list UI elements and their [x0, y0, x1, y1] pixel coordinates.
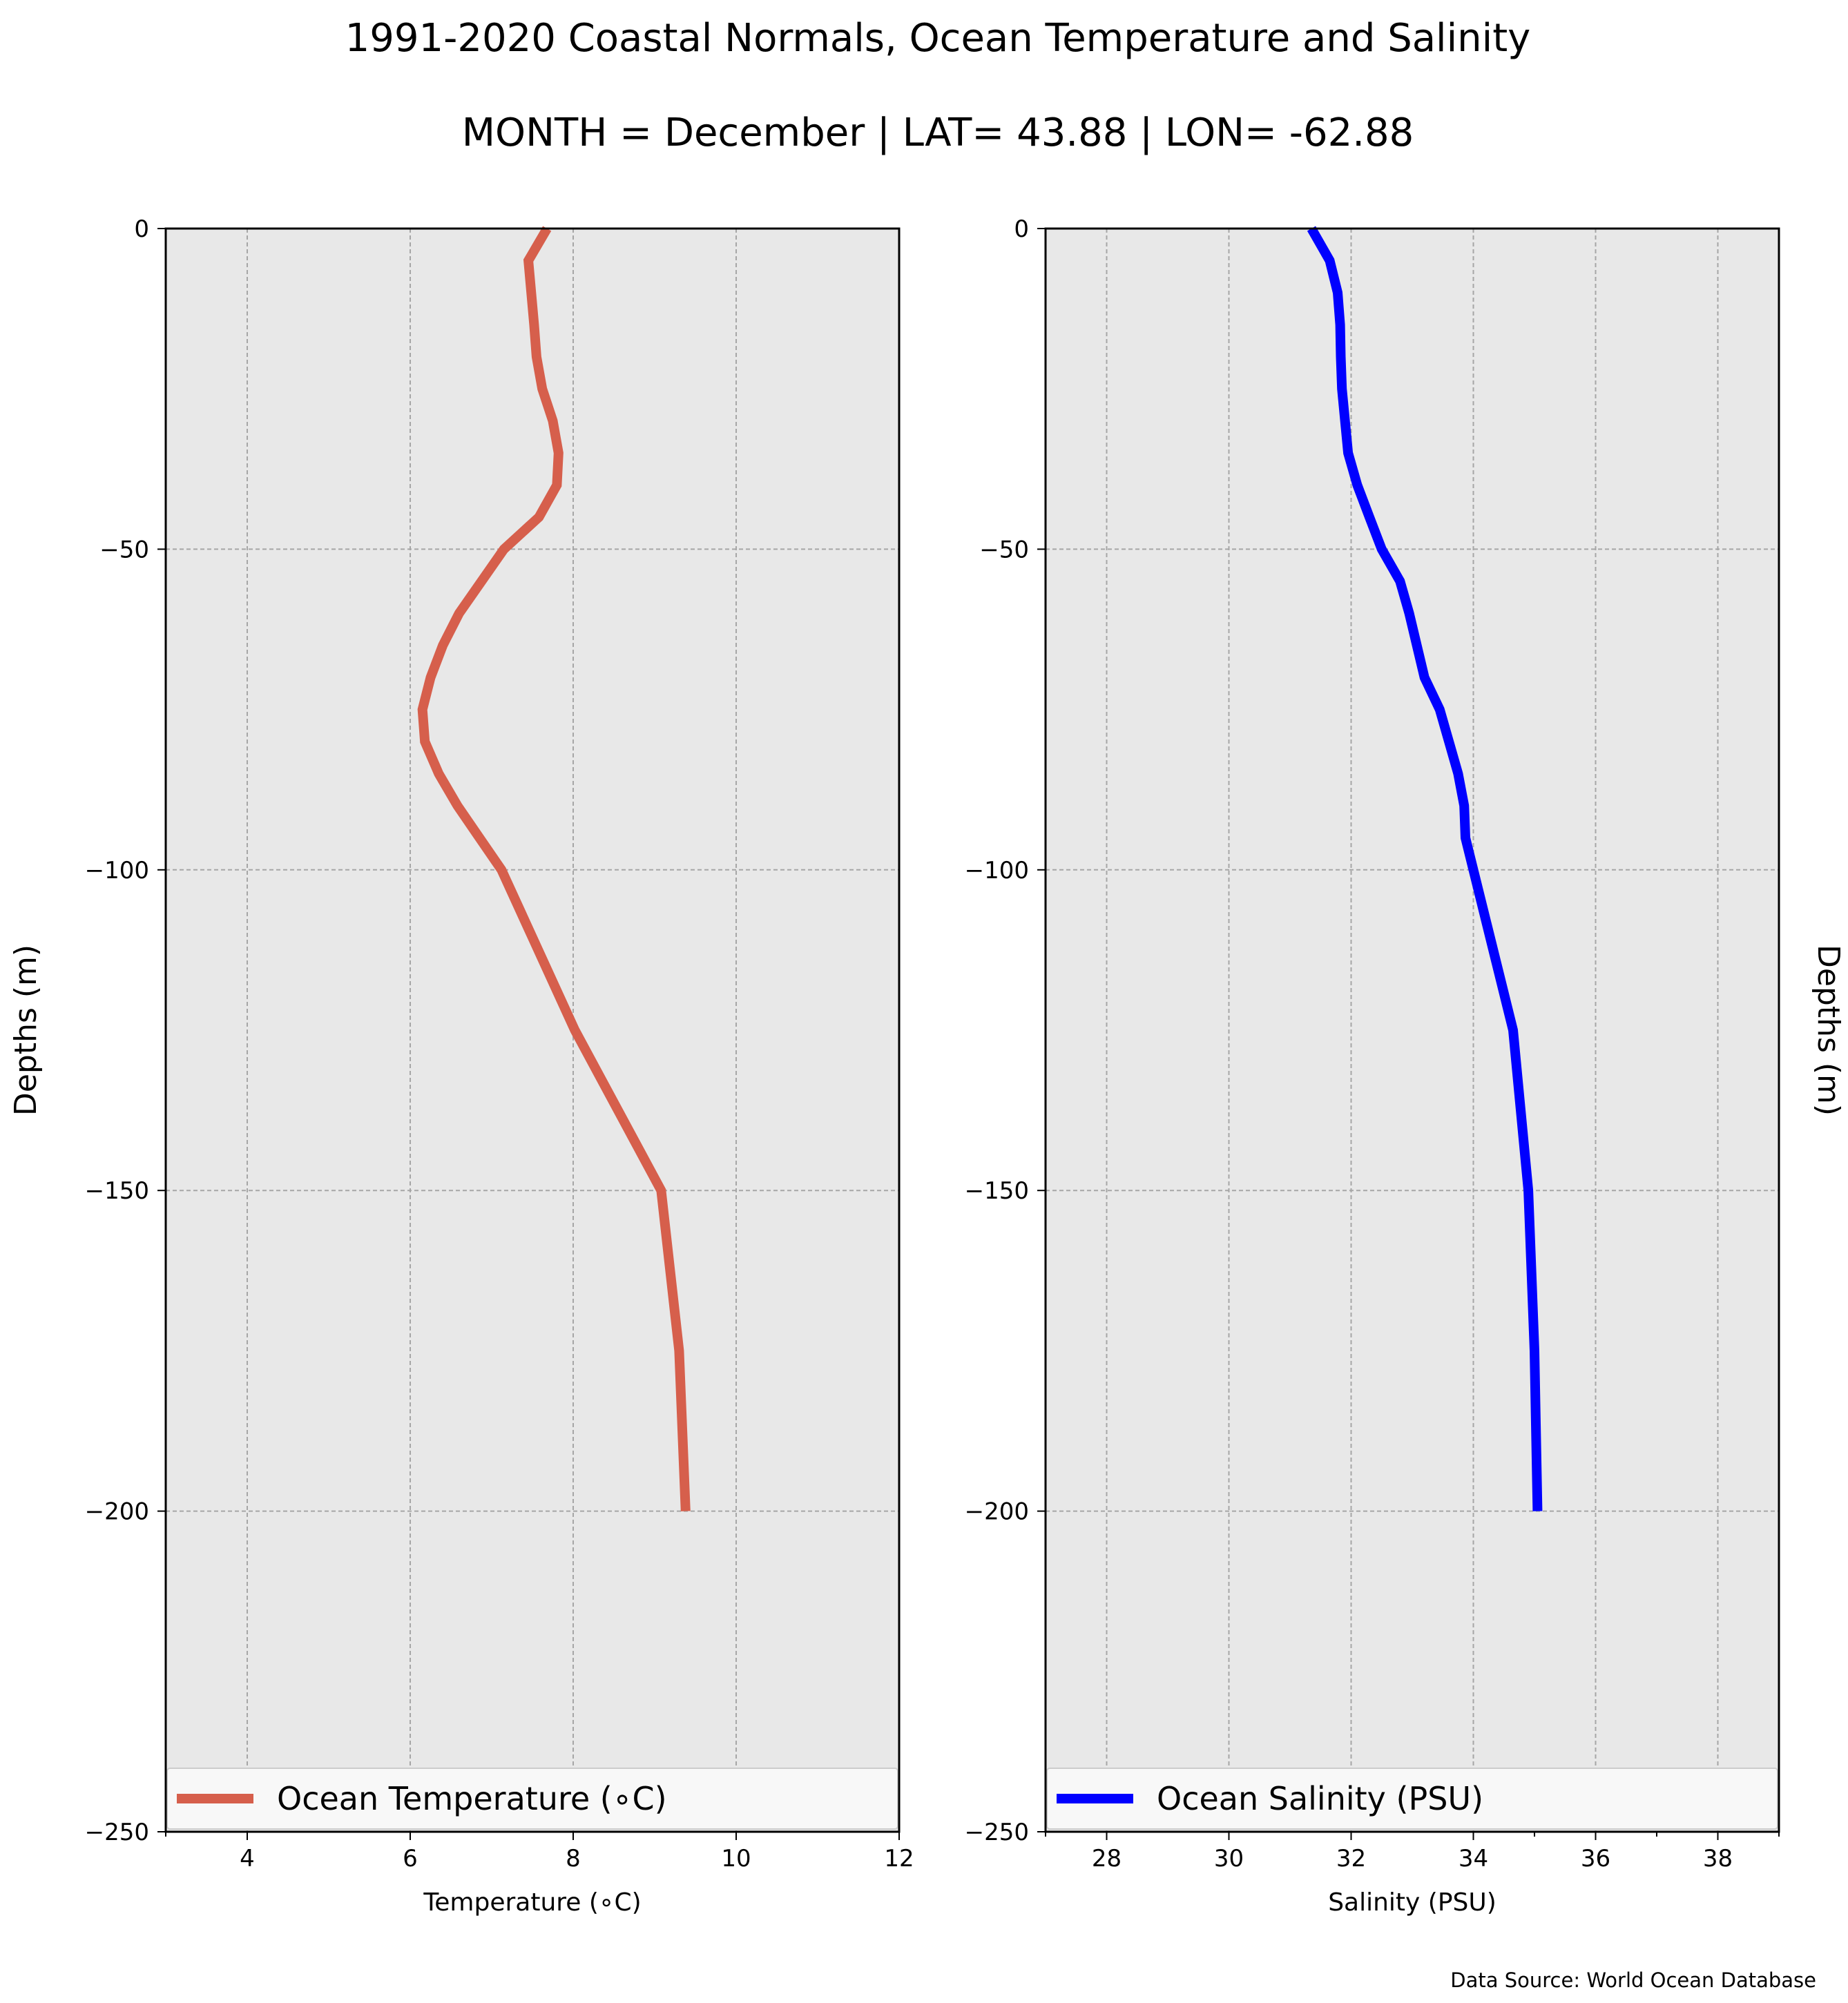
- panel-temperature: Ocean Temperature (∘C) 4 6 8 10 12 0 −50 −100 −15…: [8, 215, 914, 1917]
- x-tick-label: 6: [403, 1845, 418, 1873]
- plot-area-temperature: [166, 229, 899, 1832]
- y-tick-label: 0: [1014, 215, 1029, 243]
- y-tick-label: −150: [85, 1177, 149, 1205]
- series-line-temperature: [417, 226, 691, 1511]
- plot-area-salinity: [1046, 229, 1779, 1832]
- y-tick-label: −100: [965, 857, 1029, 884]
- axes-frame-salinity: [1044, 227, 1780, 1833]
- y-tick-label: −200: [965, 1498, 1029, 1526]
- chart-subtitle: MONTH = December | LAT= 43.88 | LON= -62…: [462, 110, 1414, 155]
- legend-label: Ocean Temperature (∘C): [277, 1780, 667, 1817]
- y-axis-label: Depths (m): [1811, 945, 1846, 1116]
- legend-label: Ocean Salinity (PSU): [1157, 1780, 1483, 1817]
- y-tick-label: 0: [134, 215, 149, 243]
- y-tick-label: −100: [85, 857, 149, 884]
- legend-box: [166, 1768, 898, 1830]
- x-tick-label: 30: [1214, 1845, 1244, 1873]
- legend-temperature: Ocean Temperature (∘C): [166, 1768, 898, 1830]
- y-tick-label: −250: [965, 1819, 1029, 1846]
- data-source-note: Data Source: World Ocean Database: [1450, 1968, 1816, 1992]
- series-line-salinity: [1307, 226, 1543, 1511]
- x-tick-label: 4: [240, 1845, 255, 1873]
- y-tick-label: −50: [99, 536, 149, 563]
- x-axis-label: Temperature (∘C): [423, 1888, 641, 1917]
- x-tick-label: 34: [1459, 1845, 1488, 1873]
- axes-frame-temperature: [164, 227, 901, 1833]
- y-axis-label: Depths (m): [8, 945, 44, 1116]
- x-tick-label: 32: [1336, 1845, 1366, 1873]
- legend-box: [1046, 1768, 1778, 1830]
- x-tick-label: 28: [1092, 1845, 1122, 1873]
- legend-salinity: Ocean Salinity (PSU): [1046, 1768, 1778, 1830]
- y-tick-label: −50: [979, 536, 1029, 563]
- plot-panels: Ocean Temperature (∘C) 4 6 8 10 12 0 −50 −100 −15…: [8, 215, 1846, 1917]
- y-tick-label: −150: [965, 1177, 1029, 1205]
- x-tick-label: 36: [1581, 1845, 1610, 1873]
- x-tick-label: 38: [1703, 1845, 1733, 1873]
- x-tick-label: 10: [721, 1845, 751, 1873]
- chart-title: 1991-2020 Coastal Normals, Ocean Tempera…: [345, 16, 1531, 61]
- y-tick-label: −200: [85, 1498, 149, 1526]
- x-tick-label: 12: [884, 1845, 914, 1873]
- y-tick-label: −250: [85, 1819, 149, 1846]
- x-tick-label: 8: [566, 1845, 581, 1873]
- x-axis-label: Salinity (PSU): [1328, 1888, 1496, 1917]
- panel-salinity: Ocean Salinity (PSU) 28 30 32 34 36 38 0 −50 −100…: [965, 215, 1846, 1917]
